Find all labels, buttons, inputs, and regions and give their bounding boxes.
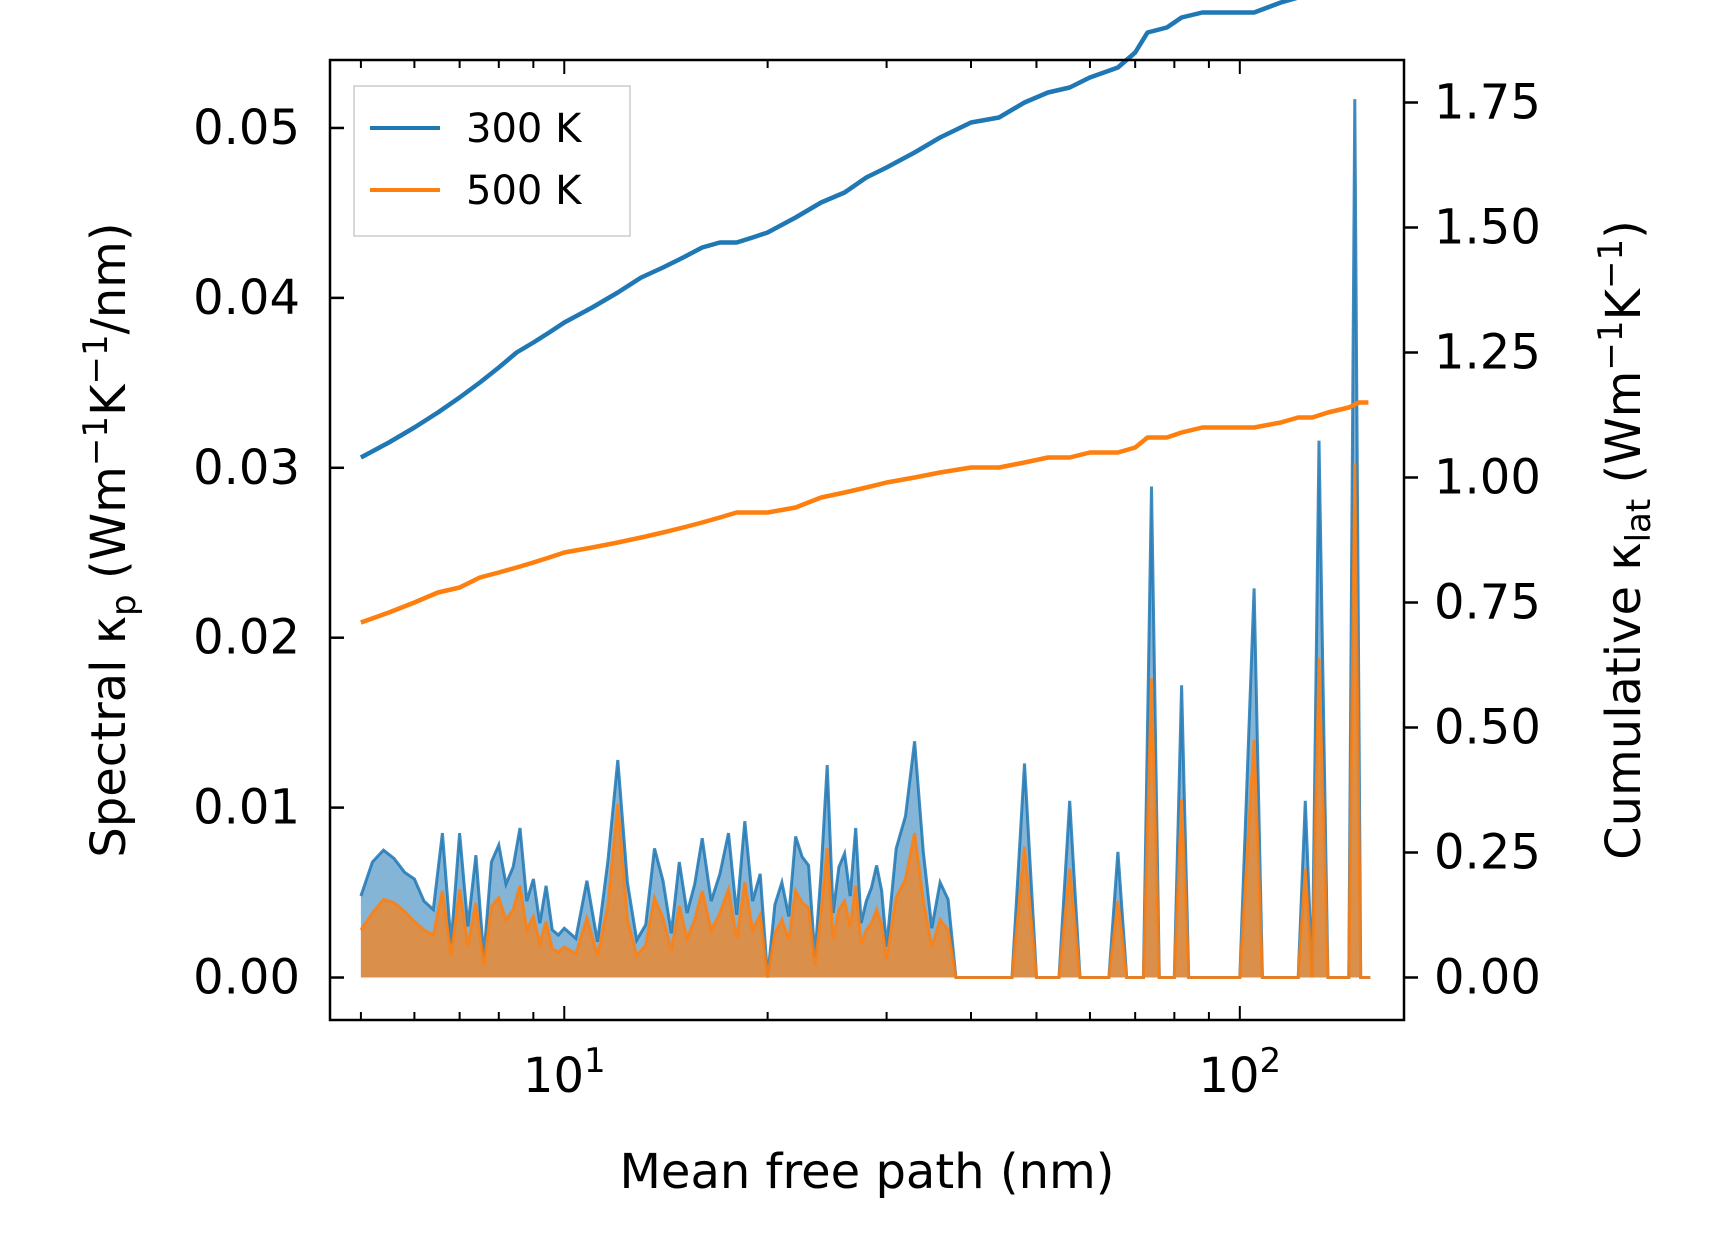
y-tick-label-right: 1.50 [1434,200,1541,256]
y-tick-label-right: 0.75 [1434,575,1541,631]
y-tick-label-right: 0.00 [1434,950,1541,1006]
y-tick-label-left: 0.01 [193,780,300,836]
legend-box [353,85,631,237]
spectral-fills [359,99,1371,979]
y-axis-label-right: Cumulative κlat (Wm−1K−1) [1591,220,1659,860]
series-lines [359,0,1369,625]
axis-ticks [330,60,1418,1020]
spectral-area-500k-outline [359,462,1371,979]
y-tick-label-right: 1.75 [1434,75,1541,131]
y-tick-label-left: 0.05 [193,100,300,156]
plot-frame [328,58,1406,1022]
tick-labels: 0.00 0.01 0.02 0.03 0.04 0.05 0.00 0.25 0.50 0.75… [193,75,1541,1105]
legend-label-500k: 500 K [466,168,583,214]
y-tick-label-right: 0.25 [1434,825,1541,881]
legend-label-300k: 300 K [466,106,583,152]
y-tick-label-left: 0.02 [193,610,300,666]
y-tick-label-left: 0.03 [193,440,300,496]
spectral-area-500k [360,462,1371,978]
y-tick-label-left: 0.00 [193,950,300,1006]
cumulative-line-500k [360,400,1369,625]
cumulative-line-300k [359,0,1298,460]
x-tick-label: 102 [1198,1041,1281,1104]
legend: 300 K 500 K [353,85,631,237]
x-tick-label: 101 [523,1041,606,1104]
y-axis-label-left: Spectral κp (Wm−1K−1/nm) [76,222,144,857]
x-axis-label: Mean free path (nm) [620,1144,1115,1200]
y-tick-label-right: 0.50 [1434,700,1541,756]
spectral-area-300k [360,99,1371,978]
y-tick-label-left: 0.04 [193,270,300,326]
y-tick-label-right: 1.00 [1434,450,1541,506]
y-tick-label-right: 1.25 [1434,325,1541,381]
